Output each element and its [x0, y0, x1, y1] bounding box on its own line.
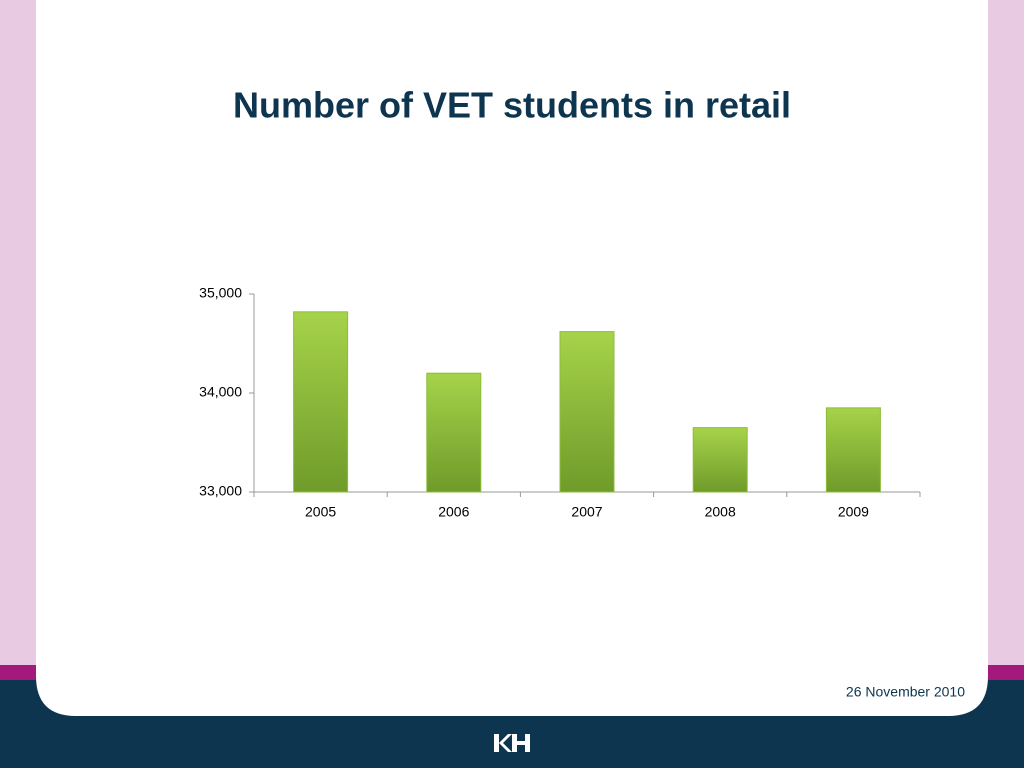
logo	[494, 734, 530, 752]
x-tick-label: 2009	[838, 504, 869, 520]
bar	[559, 331, 615, 493]
bar	[293, 311, 349, 493]
bar	[692, 427, 748, 493]
x-tick-label: 2005	[305, 504, 336, 520]
bar	[426, 372, 482, 493]
x-tick-label: 2007	[571, 504, 602, 520]
y-tick-label: 35,000	[199, 285, 242, 301]
content-panel	[36, 0, 988, 716]
y-tick-label: 33,000	[199, 483, 242, 499]
x-tick-label: 2006	[438, 504, 469, 520]
chart-title: Number of VET students in retail	[233, 85, 791, 126]
x-tick-label: 2008	[705, 504, 736, 520]
bar	[825, 407, 881, 493]
footer-date: 26 November 2010	[846, 684, 965, 700]
y-tick-label: 34,000	[199, 384, 242, 400]
